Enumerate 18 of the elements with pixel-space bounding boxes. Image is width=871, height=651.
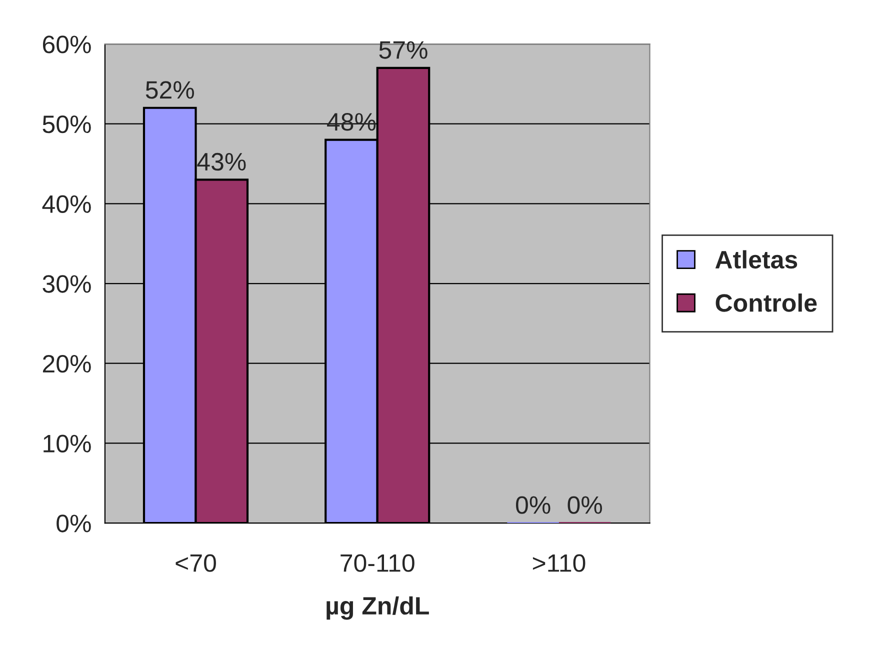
data-label: 43% (197, 152, 246, 171)
x-axis-title: µg Zn/dL (326, 596, 429, 620)
y-tick-label: 20% (42, 354, 91, 373)
y-tick-label: 30% (42, 275, 91, 293)
data-label: 0% (516, 496, 550, 514)
x-tick-label: 70-110 (340, 554, 414, 572)
data-label: 0% (568, 496, 602, 514)
y-tick-label: 50% (42, 115, 91, 134)
y-tick-label: 60% (42, 36, 91, 54)
data-label: 52% (146, 81, 194, 99)
y-tick-label: 0% (56, 514, 91, 532)
legend-label: Controle (716, 294, 817, 312)
data-label: 57% (379, 41, 428, 59)
x-tick-label: <70 (176, 554, 216, 572)
y-tick-label: 40% (42, 195, 91, 213)
x-tick-label: >110 (532, 554, 586, 572)
legend-label: Atletas (715, 250, 798, 269)
y-tick-label: 10% (44, 434, 91, 452)
